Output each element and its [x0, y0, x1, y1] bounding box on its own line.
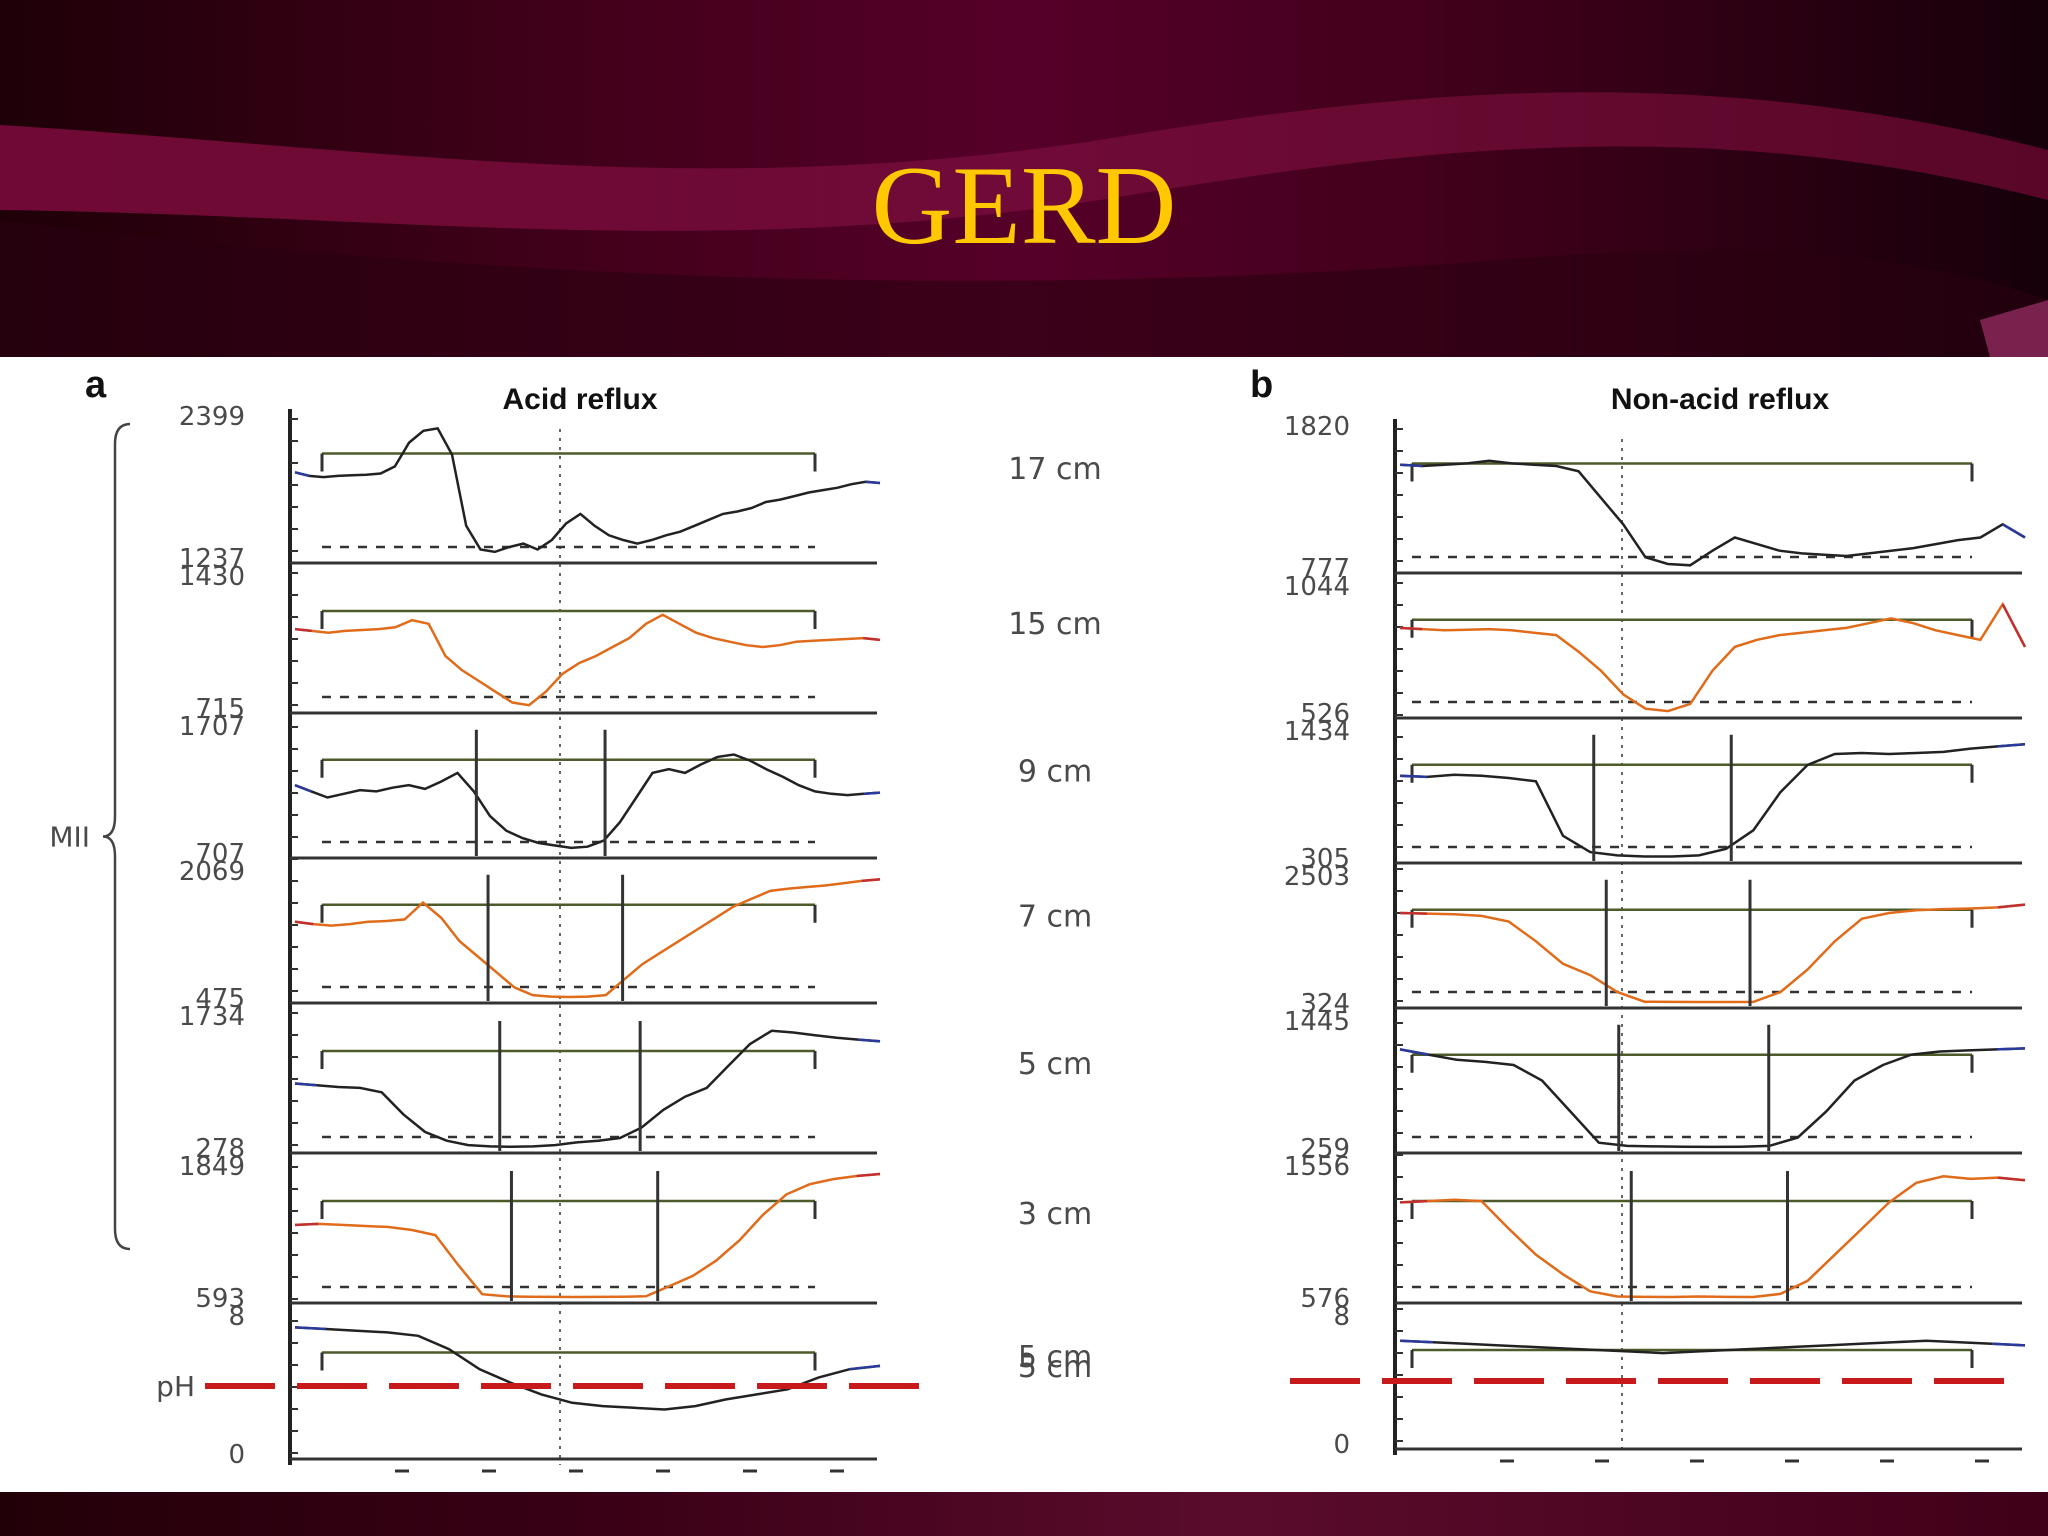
y-top-label: 1820 — [1284, 412, 1350, 442]
y-top-label: 1434 — [1284, 717, 1350, 747]
y-top-label: 1707 — [179, 712, 245, 742]
y-top-label: 8 — [1333, 1302, 1350, 1332]
trace-edge-segment — [1399, 774, 1428, 779]
impedance-trace — [294, 1326, 881, 1411]
y-bottom-label: 324 — [1300, 989, 1350, 1019]
trace-edge-segment — [2002, 523, 2026, 539]
y-bottom-label: 576 — [1300, 1284, 1350, 1314]
y-bottom-label: 0 — [1333, 1430, 1350, 1460]
y-top-label: 2399 — [179, 402, 245, 432]
panel-letter: b — [1250, 364, 1273, 406]
y-bottom-label: 593 — [195, 1284, 245, 1314]
trace-edge-segment — [1399, 1339, 1433, 1344]
header-swoosh — [0, 92, 2048, 357]
y-bottom-label: 707 — [195, 839, 245, 869]
trace-edge-segment — [1399, 911, 1428, 915]
impedance-trace — [294, 1029, 881, 1149]
trace-edge-segment — [1997, 903, 2026, 909]
panel-title: Non-acid reflux — [1611, 383, 1830, 416]
y-bottom-label: 278 — [195, 1134, 245, 1164]
panel-title: Acid reflux — [502, 383, 657, 416]
y-bottom-label: 259 — [1300, 1134, 1350, 1164]
impedance-trace — [1399, 1047, 2026, 1149]
y-bottom-label: 777 — [1300, 554, 1350, 584]
y-top-label: 1556 — [1284, 1152, 1350, 1182]
trace-edge-segment — [294, 920, 314, 926]
slide-title: GERD — [871, 144, 1177, 268]
trace-edge-segment — [858, 1038, 881, 1043]
slide-footer — [0, 1492, 2048, 1536]
trace-edge-segment — [294, 1082, 317, 1087]
trace-edge-segment — [1399, 626, 1423, 631]
impedance-trace — [294, 753, 881, 850]
y-top-label: 1430 — [179, 562, 245, 592]
trace-edge-segment — [2001, 603, 2027, 648]
ph-distance-label: 5 cm — [1018, 1340, 1092, 1375]
impedance-trace — [1399, 903, 2026, 1004]
channel-distance-label: 5 cm — [1018, 1047, 1092, 1082]
impedance-trace — [294, 427, 881, 554]
impedance-trace — [1399, 742, 2026, 858]
trace-edge-segment — [294, 471, 310, 478]
y-bottom-label: 526 — [1300, 699, 1350, 729]
trace-edge-segment — [863, 636, 881, 642]
mii-bracket — [102, 422, 131, 1251]
channel-distance-label: 5 cm — [1018, 1350, 1092, 1385]
trace-edge-segment — [294, 627, 312, 633]
trace-edge-segment — [863, 791, 881, 796]
figure-panel: a Acid reflux 2399 1237 17 cm 1430 715 15 cm 170… — [0, 357, 2048, 1492]
ph-axis-label: pH — [156, 1370, 195, 1403]
channel-distance-label: 3 cm — [1018, 1197, 1092, 1232]
impedance-trace — [294, 1172, 881, 1299]
impedance-trace — [294, 613, 881, 707]
mii-group-label: MII — [49, 821, 90, 854]
trace-edge-segment — [1399, 1199, 1428, 1204]
reflux-chart: a Acid reflux 2399 1237 17 cm 1430 715 15 cm 170… — [49, 364, 2027, 1473]
trace-edge-segment — [1399, 1048, 1429, 1056]
y-top-label: 2069 — [179, 857, 245, 887]
impedance-trace — [1399, 1175, 2026, 1299]
y-bottom-label: 0 — [228, 1440, 245, 1470]
trace-edge-segment — [856, 1172, 881, 1178]
trace-edge-segment — [1997, 1176, 2026, 1182]
trace-edge-segment — [1399, 463, 1423, 468]
y-top-label: 1734 — [179, 1002, 245, 1032]
slide-header: GERD — [0, 0, 2048, 357]
channel-distance-label: 17 cm — [1008, 452, 1101, 487]
y-top-label: 1445 — [1284, 1007, 1350, 1037]
y-top-label: 1849 — [179, 1152, 245, 1182]
trace-edge-segment — [1996, 1047, 2026, 1051]
trace-edge-segment — [861, 878, 881, 883]
trace-edge-segment — [294, 784, 312, 793]
impedance-trace — [1399, 459, 2026, 567]
trace-edge-segment — [294, 1222, 319, 1227]
trace-edge-segment — [865, 480, 881, 485]
y-top-label: 8 — [228, 1302, 245, 1332]
impedance-trace — [1399, 601, 2027, 713]
trace-edge-segment — [294, 1326, 326, 1331]
y-bottom-label: 305 — [1300, 844, 1350, 874]
channel-distance-label: 7 cm — [1018, 900, 1092, 935]
channel-distance-label: 15 cm — [1008, 607, 1101, 642]
trace-edge-segment — [1992, 1342, 2026, 1347]
impedance-trace — [294, 878, 881, 999]
y-bottom-label: 1237 — [179, 544, 245, 574]
channel-distance-label: 9 cm — [1018, 755, 1092, 790]
y-top-label: 1044 — [1284, 572, 1350, 602]
y-top-label: 2503 — [1284, 862, 1350, 892]
trace-edge-segment — [849, 1364, 881, 1371]
impedance-trace — [1399, 1339, 2026, 1355]
y-bottom-label: 475 — [195, 984, 245, 1014]
panel-letter: a — [85, 364, 107, 406]
trace-edge-segment — [1997, 742, 2026, 748]
y-bottom-label: 715 — [195, 694, 245, 724]
